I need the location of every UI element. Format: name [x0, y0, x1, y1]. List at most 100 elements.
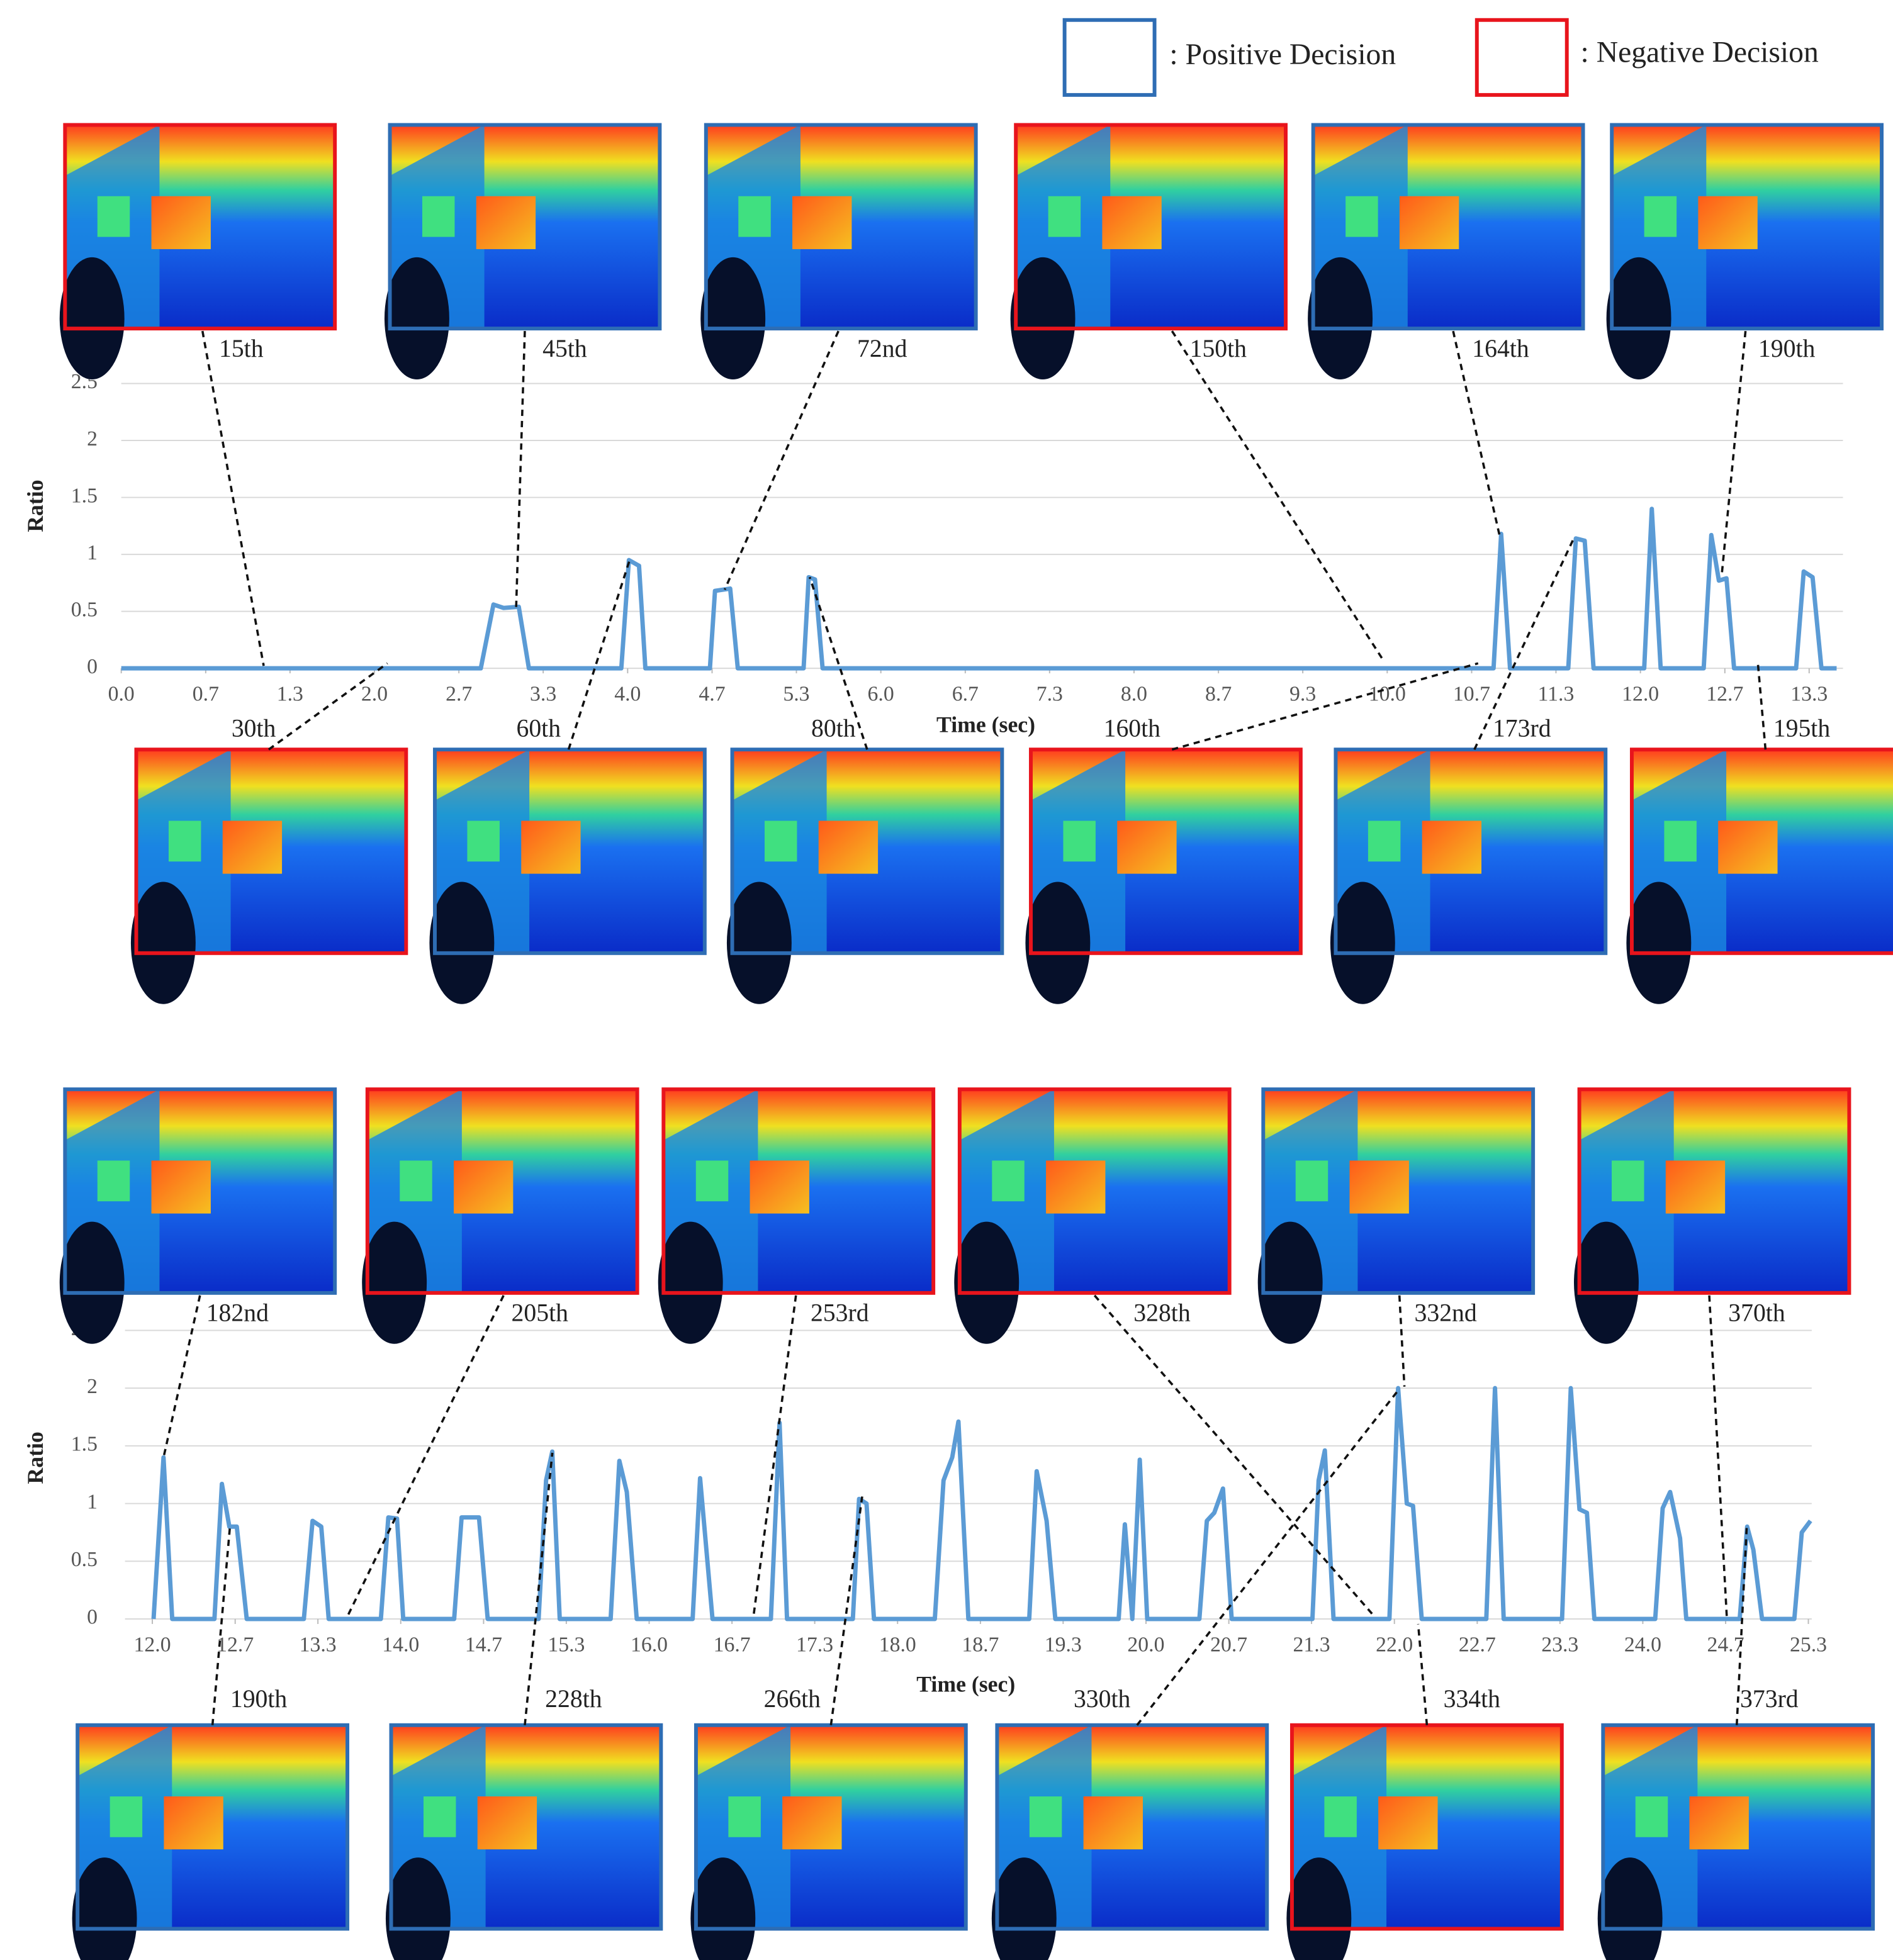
- thumb-wheel: [1257, 1221, 1323, 1344]
- connector: [829, 1496, 863, 1725]
- thumb-pad: [1698, 196, 1758, 249]
- thumb-wheel: [1010, 257, 1076, 380]
- thumb-wheel: [72, 1857, 137, 1960]
- thumb-frame: [1014, 123, 1288, 331]
- thumbnail: [384, 123, 662, 380]
- thumbnail: [1606, 123, 1884, 380]
- x-tick-label: 13.3: [1790, 683, 1828, 706]
- x-tick-label: 12.0: [1622, 683, 1659, 706]
- thumb-frame: [63, 1087, 337, 1295]
- thumb-frame: [1577, 1087, 1851, 1295]
- thumb-pad: [151, 196, 211, 249]
- x-tick-label: 20.0: [1127, 1633, 1164, 1656]
- thumb-side: [1612, 1160, 1644, 1202]
- frame-label: 45th: [542, 335, 587, 362]
- thumb-wheel: [700, 257, 766, 380]
- x-tick-label: 17.3: [796, 1633, 833, 1656]
- thumbnail: [1308, 123, 1585, 380]
- y-tick-label: 1.5: [71, 1433, 98, 1456]
- thumb-frame: [1610, 123, 1884, 331]
- x-tick-label: 15.3: [548, 1633, 585, 1656]
- frame-label: 195th: [1773, 715, 1831, 742]
- frame-label: 173rd: [1493, 715, 1551, 742]
- thumbnail: [72, 1723, 350, 1960]
- thumb-pad: [1689, 1796, 1749, 1850]
- frame-label: 60th: [517, 715, 561, 742]
- connector: [1171, 330, 1386, 663]
- thumb-frame: [1029, 748, 1303, 955]
- thumb-side: [764, 820, 797, 862]
- thumb-wheel: [991, 1857, 1057, 1960]
- thumb-side: [1635, 1796, 1668, 1837]
- x-tick-label: 24.0: [1624, 1633, 1661, 1656]
- x-tick-label: 18.0: [879, 1633, 916, 1656]
- thumb-frame: [365, 1087, 639, 1295]
- thumb-side: [992, 1160, 1025, 1202]
- legend-swatch: [1062, 18, 1157, 97]
- thumbnail: [59, 123, 337, 380]
- thumb-wheel: [384, 257, 449, 380]
- thumb-frame: [1311, 123, 1585, 331]
- thumb-wheel: [362, 1221, 427, 1344]
- connector: [723, 330, 840, 590]
- thumb-pad: [1046, 1160, 1106, 1214]
- thumb-frame: [1601, 1723, 1875, 1931]
- thumbnail: [385, 1723, 663, 1960]
- ratio-line: [121, 507, 1837, 671]
- thumb-side: [110, 1796, 143, 1837]
- frame-label: 370th: [1728, 1299, 1785, 1327]
- y-axis-label: Ratio: [23, 479, 48, 532]
- x-tick-label: 16.0: [631, 1633, 668, 1656]
- x-tick-label: 6.0: [868, 683, 894, 706]
- thumb-pad: [1349, 1160, 1409, 1214]
- thumb-side: [728, 1796, 761, 1837]
- thumbnail: [59, 1087, 337, 1344]
- x-tick-label: 8.7: [1205, 683, 1232, 706]
- connector: [1721, 330, 1747, 575]
- frame-label: 72nd: [857, 335, 907, 362]
- connector: [515, 331, 526, 610]
- frame-label: 266th: [764, 1685, 821, 1713]
- thumbnail: [1025, 748, 1303, 1004]
- frame-label: 150th: [1190, 335, 1247, 362]
- x-tick-label: 9.3: [1289, 683, 1316, 706]
- thumb-pad: [1399, 196, 1459, 249]
- x-tick-label: 20.7: [1210, 1633, 1247, 1656]
- thumb-side: [1063, 820, 1096, 862]
- connector: [1398, 1295, 1406, 1387]
- thumb-pad: [818, 820, 879, 874]
- thumb-wheel: [385, 1857, 451, 1960]
- thumb-wheel: [1286, 1857, 1352, 1960]
- thumb-pad: [151, 1160, 211, 1214]
- thumbnail: [954, 1087, 1232, 1344]
- thumb-frame: [63, 123, 337, 331]
- thumb-pad: [750, 1160, 809, 1214]
- frame-label: 160th: [1104, 715, 1161, 742]
- x-tick-label: 0.7: [193, 683, 219, 706]
- frame-label: 30th: [232, 715, 276, 742]
- thumb-pad: [164, 1796, 223, 1850]
- frame-label: 190th: [230, 1685, 288, 1713]
- x-tick-label: 25.3: [1790, 1633, 1827, 1656]
- thumb-frame: [134, 748, 408, 955]
- frame-label: 330th: [1074, 1685, 1131, 1713]
- thumb-side: [1644, 196, 1677, 237]
- x-tick-label: 10.7: [1453, 683, 1490, 706]
- thumb-side: [1048, 196, 1081, 237]
- thumbnail: [658, 1087, 936, 1344]
- y-tick-label: 2: [87, 427, 98, 451]
- connector: [201, 330, 265, 666]
- x-tick-label: 19.3: [1045, 1633, 1082, 1656]
- thumb-pad: [1117, 820, 1177, 874]
- thumb-side: [1029, 1796, 1062, 1837]
- thumb-pad: [792, 196, 852, 249]
- thumb-side: [423, 1796, 456, 1837]
- x-tick-label: 14.0: [382, 1633, 419, 1656]
- thumb-wheel: [1308, 257, 1373, 380]
- connector: [752, 1295, 797, 1617]
- connector: [1093, 1294, 1376, 1618]
- thumbnail: [1257, 1087, 1536, 1344]
- frame-label: 15th: [219, 335, 264, 362]
- y-tick-label: 0: [87, 655, 98, 678]
